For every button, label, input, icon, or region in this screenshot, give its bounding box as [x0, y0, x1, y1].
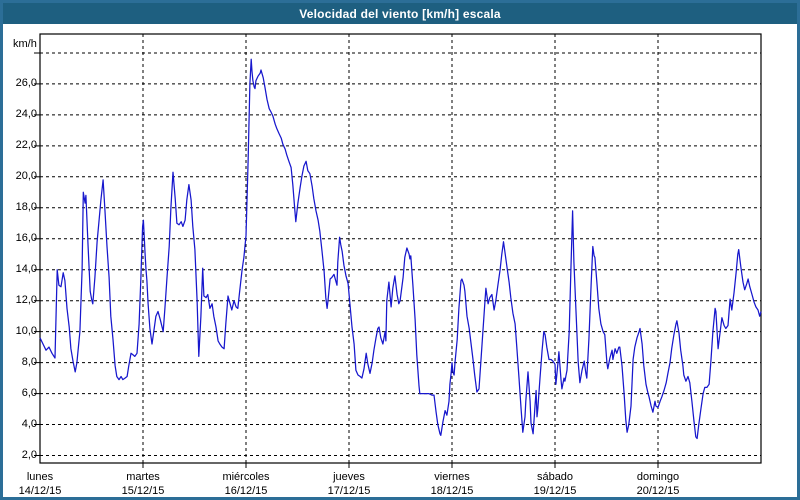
wind-speed-line [39, 58, 762, 440]
y-tick-label: 18,0 [15, 201, 37, 214]
x-date-label: 14/12/15 [18, 485, 62, 497]
x-date-label: 17/12/15 [327, 485, 371, 497]
plot-border [39, 33, 762, 464]
x-day-label: sábado [536, 471, 574, 483]
x-date-label: 16/12/15 [224, 485, 268, 497]
x-day-label: lunes [26, 471, 54, 483]
y-tick-label: 22,0 [15, 139, 37, 152]
y-tick-label: 12,0 [15, 294, 37, 307]
x-day-label: jueves [333, 471, 365, 483]
y-tick-label: 26,0 [15, 77, 37, 90]
y-tick-label: 24,0 [15, 108, 37, 121]
y-tick-label: 6,0 [21, 387, 37, 400]
page-title: Velocidad del viento [km/h] escala [299, 6, 501, 21]
x-date-label: 19/12/15 [533, 485, 577, 497]
x-day-label: martes [126, 471, 160, 483]
y-tick-label: 2,0 [21, 449, 37, 461]
title-bar: Velocidad del viento [km/h] escala [3, 3, 797, 24]
y-tick-label: 8,0 [21, 356, 37, 369]
x-day-label: viernes [434, 471, 470, 483]
y-tick-label: 14,0 [15, 263, 37, 276]
x-day-label: domingo [636, 471, 680, 483]
y-tick-label: 10,0 [15, 325, 37, 338]
x-date-label: 18/12/15 [430, 485, 474, 497]
y-tick-label: 20,0 [15, 170, 37, 183]
wind-speed-chart: km/h 2,0 4,0 6,0 8,0 10,0 12,0 14,0 16,0 18,0 20,0… [3, 24, 797, 497]
x-date-label: 20/12/15 [636, 485, 680, 497]
chart-canvas [34, 33, 762, 468]
y-tick-label: 16,0 [15, 232, 37, 245]
x-day-label: miércoles [222, 471, 270, 483]
y-axis-unit-label: km/h [13, 37, 37, 50]
x-date-label: 15/12/15 [121, 485, 165, 497]
y-tick-label: 4,0 [21, 418, 37, 431]
